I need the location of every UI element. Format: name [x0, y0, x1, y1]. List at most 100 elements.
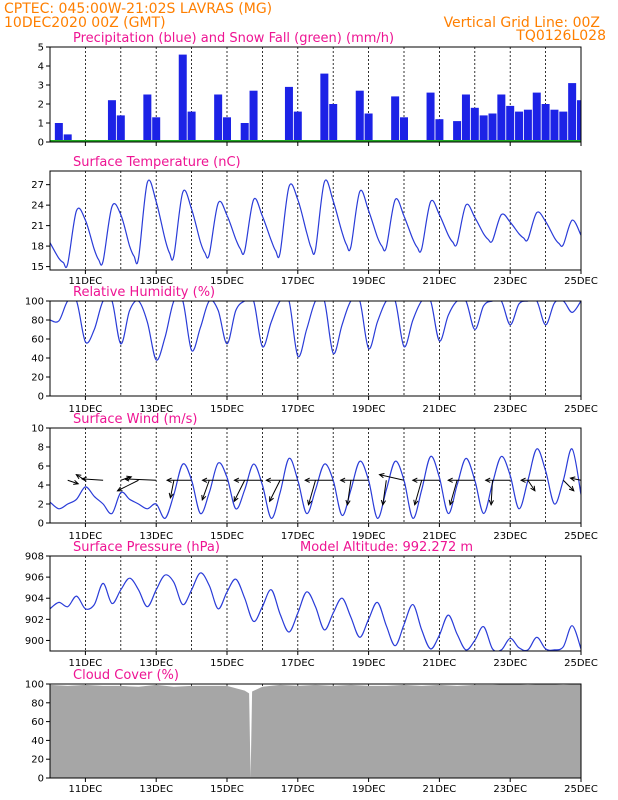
precip-bar: [532, 92, 541, 142]
plot-area-precip: [50, 54, 581, 142]
panel-frame: [49, 170, 582, 271]
x-tick-label: 13DEC: [139, 658, 173, 669]
panel-title-temperature: Surface Temperature (nC): [73, 155, 241, 170]
wind-arrow: [233, 480, 246, 503]
y-tick-label: 27: [31, 180, 44, 191]
x-tick-label: 25DEC: [564, 531, 598, 542]
panel-frame: [49, 300, 582, 397]
x-tick-label: 17DEC: [281, 404, 315, 415]
precip-bar: [497, 94, 506, 142]
panel-cloud: Cloud Cover (%) 0 20 40 60 80 100 11DEC 13DEC 15D…: [25, 668, 598, 795]
wind-arrow-head: [201, 477, 208, 483]
precip-bar: [329, 104, 338, 142]
precip-bar: [152, 117, 161, 142]
panel-frame: [49, 46, 582, 143]
wind-arrow-head: [73, 479, 80, 485]
y-tick-label: 18: [31, 242, 44, 253]
wind-arrow-shaft: [490, 480, 493, 505]
y-tick-label: 15: [31, 262, 44, 273]
y-tick-label: 24: [31, 201, 44, 212]
y-tick-label: 60: [31, 335, 44, 346]
wind-arrow-shaft: [82, 478, 104, 481]
x-tick-label: 15DEC: [210, 276, 244, 287]
wind-arrow-head: [569, 476, 576, 482]
wind-arrow: [67, 479, 80, 485]
wind-arrow: [116, 479, 139, 492]
y-tick-label: 0: [38, 774, 44, 785]
run-date: 10DEC2020 00Z (GMT): [4, 15, 166, 31]
wind-arrow-head: [530, 485, 536, 492]
wind-arrow: [448, 480, 458, 506]
precip-bar: [364, 113, 373, 142]
station-line: CPTEC: 045:00W-21:02S LAVRAS (MG): [4, 1, 272, 17]
wind-arrow-head: [484, 477, 491, 483]
y-tick-label: 906: [25, 573, 44, 584]
panel-temperature: Surface Temperature (nC) 15 18 21 24 27 11DEC 1…: [31, 155, 598, 287]
wind-arrow: [165, 477, 192, 483]
wind-arrow-head: [304, 477, 310, 483]
wind-arrow-shaft: [570, 477, 582, 481]
wind-arrow-shaft: [169, 480, 175, 498]
y-tick-label: 5: [38, 43, 44, 54]
wind-arrow: [447, 477, 475, 483]
wind-arrow: [307, 480, 316, 506]
precip-bar: [249, 90, 258, 142]
x-tick-label: 17DEC: [281, 784, 315, 795]
wind-arrow: [339, 477, 369, 483]
model-altitude: Model Altitude: 992.272 m: [300, 540, 473, 555]
x-tick-label: 19DEC: [352, 784, 386, 795]
x-tick-label: 11DEC: [69, 404, 103, 415]
plot-area-temperature: [50, 179, 581, 269]
wind-arrow-head: [519, 477, 526, 483]
wind-arrow-head: [339, 477, 346, 483]
precip-bar: [559, 111, 568, 142]
wind-arrow-shaft: [379, 474, 405, 481]
precip-bar: [355, 90, 364, 142]
wind-arrow-head: [80, 476, 87, 482]
wind-arrow-shaft: [346, 480, 352, 505]
precip-bar: [577, 100, 581, 142]
precip-bar: [391, 96, 400, 142]
wind-arrow-shaft: [562, 479, 575, 492]
wind-arrow-shaft: [67, 479, 79, 485]
series-line-temperature: [50, 179, 581, 269]
wind-arrow-shaft: [233, 480, 246, 502]
y-tick-label: 80: [31, 316, 44, 327]
x-tick-label: 19DEC: [352, 658, 386, 669]
y-tick-label: 4: [38, 62, 44, 73]
panel-frame: [49, 427, 582, 524]
y-tick-label: 100: [25, 680, 44, 691]
precip-bar: [515, 111, 524, 142]
wind-arrow: [201, 480, 210, 501]
y-tick-label: 0: [38, 138, 44, 149]
wind-arrow-shaft: [124, 478, 157, 481]
y-tick-label: 20: [31, 755, 44, 766]
precip-bar: [461, 94, 470, 142]
precip-bar: [54, 123, 63, 142]
x-tick-label: 15DEC: [210, 404, 244, 415]
x-tick-label: 21DEC: [423, 531, 457, 542]
y-tick-label: 6: [38, 462, 44, 473]
precip-bar: [293, 111, 302, 142]
panel-pressure: Surface Pressure (hPa) Model Altitude: 99…: [25, 540, 598, 669]
wind-arrow: [380, 480, 387, 506]
wind-arrow-head: [411, 477, 418, 483]
y-tick-label: 60: [31, 717, 44, 728]
x-tick-label: 23DEC: [493, 531, 527, 542]
wind-arrow-head: [447, 477, 453, 483]
precip-bar: [453, 121, 462, 142]
x-tick-label: 17DEC: [281, 658, 315, 669]
precip-bar: [240, 123, 249, 142]
x-tick-label: 19DEC: [352, 531, 386, 542]
panel-title-pressure: Surface Pressure (hPa): [73, 540, 220, 555]
wind-arrow: [168, 480, 175, 499]
wind-arrow: [378, 473, 405, 481]
x-tick-label: 13DEC: [139, 404, 173, 415]
x-tick-label: 13DEC: [139, 276, 173, 287]
panel-wind: Surface Wind (m/s) 0 2 4 6 8 10 11DEC 13DEC 15DEC…: [31, 412, 598, 542]
panel-frame: [49, 683, 582, 779]
y-tick-label: 10: [31, 424, 44, 435]
wind-arrow-shaft: [117, 479, 139, 492]
panel-title-precip: Precipitation (blue) and Snow Fall (gree…: [73, 31, 394, 46]
precip-bar: [143, 94, 152, 142]
